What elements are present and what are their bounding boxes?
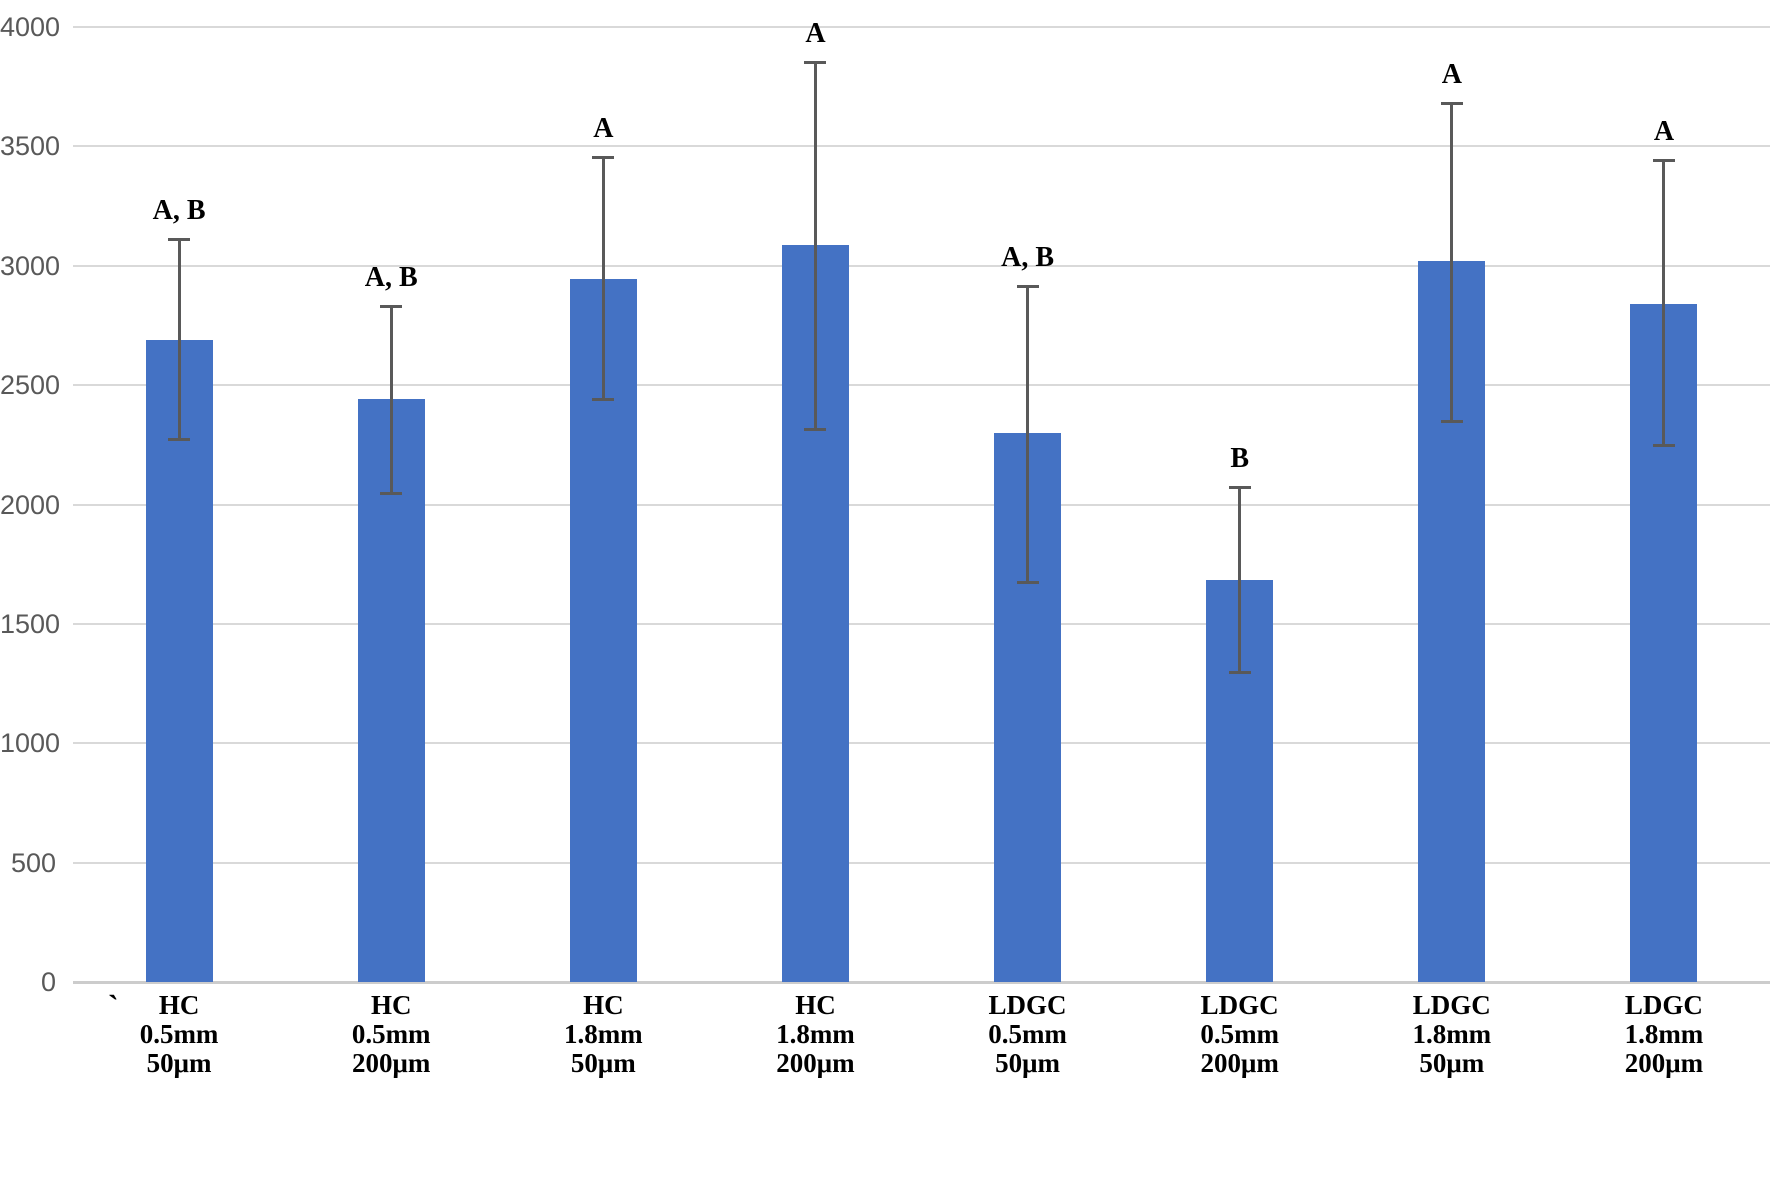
error-cap-bottom bbox=[1652, 443, 1675, 447]
x-category-label-line: LDGC bbox=[1200, 990, 1279, 1020]
x-category-label-line: 50μm bbox=[995, 1048, 1060, 1078]
significance-label: A bbox=[1653, 115, 1675, 147]
x-category-label: LDGC 1.8mm 200μm bbox=[1559, 991, 1769, 1078]
stray-accent-mark: ` bbox=[108, 988, 119, 1024]
x-category-label-line: 0.5mm bbox=[988, 1019, 1067, 1049]
significance-label: A, B bbox=[152, 195, 206, 227]
y-axis-tick-label: 3500 bbox=[0, 131, 61, 162]
x-category-label-line: 200μm bbox=[352, 1048, 431, 1078]
y-axis-tick-label: 0 bbox=[40, 967, 56, 997]
x-category-label-line: HC bbox=[583, 990, 624, 1020]
y-axis-tick-label: 3000 bbox=[0, 250, 61, 281]
error-cap-bottom bbox=[168, 437, 191, 441]
y-grid-line bbox=[73, 981, 1770, 984]
error-cap-bottom bbox=[1016, 581, 1039, 585]
error-cap-top bbox=[1228, 485, 1251, 489]
x-category-label-line: 0.5mm bbox=[139, 1019, 219, 1049]
error-bar bbox=[1026, 286, 1030, 583]
x-category-label: HC 0.5mm 50μm bbox=[74, 991, 284, 1078]
y-grid-line bbox=[73, 742, 1770, 745]
x-category-label: LDGC 0.5mm 200μm bbox=[1135, 991, 1345, 1078]
y-axis-tick-label: 500 bbox=[10, 847, 56, 878]
x-category-label-line: 0.5mm bbox=[351, 1019, 431, 1049]
error-cap-top bbox=[380, 305, 403, 309]
significance-label: B bbox=[1230, 442, 1250, 474]
y-axis-tick-label: 1500 bbox=[0, 608, 61, 639]
y-grid-line bbox=[73, 264, 1770, 267]
x-category-label-line: 1.8mm bbox=[1412, 1019, 1492, 1049]
x-category-label-line: HC bbox=[370, 990, 412, 1020]
y-axis-tick-label: 2500 bbox=[0, 370, 61, 401]
x-category-label: HC 1.8mm 200μm bbox=[710, 991, 920, 1078]
x-category-label-line: 1.8mm bbox=[776, 1019, 855, 1049]
x-category-label-line: HC bbox=[795, 990, 836, 1020]
x-category-label: LDGC 0.5mm 50μm bbox=[923, 991, 1133, 1078]
y-axis-tick-label: 4000 bbox=[0, 12, 61, 42]
y-axis-tick-label: 2000 bbox=[0, 489, 61, 520]
bar bbox=[145, 339, 213, 982]
x-category-label-line: 1.8mm bbox=[1624, 1019, 1704, 1049]
y-grid-line bbox=[73, 622, 1770, 625]
x-category-label-line: 200μm bbox=[776, 1048, 855, 1078]
error-bar bbox=[1662, 159, 1666, 445]
error-bar bbox=[813, 61, 817, 430]
x-category-label-line: 50μm bbox=[570, 1048, 636, 1078]
y-axis-tick-label: 1000 bbox=[0, 728, 61, 759]
x-category-label: HC 1.8mm 50μm bbox=[498, 991, 708, 1078]
x-category-label-line: HC bbox=[158, 990, 200, 1020]
significance-label: A, B bbox=[1001, 242, 1055, 274]
error-cap-top bbox=[1652, 158, 1675, 162]
y-grid-line bbox=[73, 503, 1770, 506]
significance-label: A bbox=[805, 17, 826, 49]
x-category-label-line: LDGC bbox=[1412, 990, 1491, 1020]
y-grid-line bbox=[73, 145, 1770, 148]
significance-label: A bbox=[1441, 59, 1462, 91]
error-cap-bottom bbox=[1228, 670, 1251, 674]
error-bar bbox=[601, 157, 605, 400]
error-cap-bottom bbox=[804, 428, 827, 432]
significance-label: A, B bbox=[364, 262, 418, 294]
x-category-label-line: 200μm bbox=[1200, 1048, 1279, 1078]
x-category-label-line: 200μm bbox=[1624, 1048, 1704, 1078]
error-cap-bottom bbox=[592, 398, 615, 402]
error-cap-top bbox=[168, 238, 191, 242]
significance-label: A bbox=[593, 113, 614, 145]
error-cap-top bbox=[804, 60, 827, 64]
x-category-label-line: 50μm bbox=[146, 1048, 212, 1078]
error-cap-top bbox=[1016, 285, 1039, 289]
y-grid-line bbox=[73, 26, 1770, 28]
error-cap-top bbox=[1440, 102, 1463, 106]
x-category-label: HC 0.5mm 200μm bbox=[286, 991, 496, 1078]
error-bar bbox=[177, 239, 181, 439]
x-category-label-line: 1.8mm bbox=[563, 1019, 643, 1049]
bar bbox=[357, 399, 425, 982]
x-category-label-line: LDGC bbox=[1624, 990, 1703, 1020]
error-bar bbox=[1450, 103, 1454, 421]
y-grid-line bbox=[73, 861, 1770, 864]
x-category-label-line: 50μm bbox=[1419, 1048, 1485, 1078]
error-cap-top bbox=[592, 156, 615, 160]
x-category-label: LDGC 1.8mm 50μm bbox=[1347, 991, 1557, 1078]
y-grid-line bbox=[73, 384, 1770, 387]
error-cap-bottom bbox=[380, 491, 403, 495]
x-category-label-line: LDGC bbox=[988, 990, 1067, 1020]
x-category-label-line: 0.5mm bbox=[1200, 1019, 1280, 1049]
error-bar bbox=[389, 306, 393, 493]
error-cap-bottom bbox=[1440, 419, 1463, 423]
error-bar bbox=[1238, 486, 1242, 672]
